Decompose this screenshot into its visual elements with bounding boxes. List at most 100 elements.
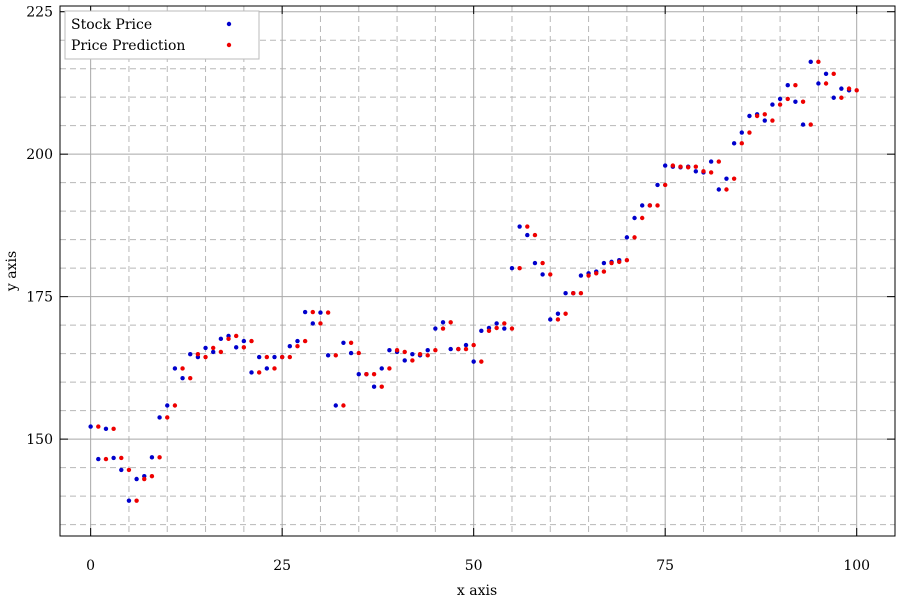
stock-price-point <box>708 159 714 164</box>
price-prediction-point <box>295 344 300 349</box>
price-prediction-point <box>777 102 783 107</box>
stock-price-point <box>739 130 744 135</box>
stock-price-point <box>632 215 637 221</box>
price-prediction-point <box>440 326 446 331</box>
price-prediction-point <box>548 272 553 277</box>
price-prediction-point <box>724 187 729 192</box>
stock-price-point <box>509 265 515 271</box>
stock-price-point <box>831 95 836 100</box>
price-prediction-point <box>716 159 722 164</box>
legend-marker-stock-price <box>226 21 232 27</box>
stock-price-point <box>816 81 821 86</box>
x-tick-label: 100 <box>843 558 870 574</box>
stock-price-point <box>410 352 415 357</box>
price-prediction-point <box>701 169 706 174</box>
price-prediction-point <box>609 260 614 266</box>
price-prediction-point <box>532 232 538 238</box>
price-prediction-point <box>471 342 476 348</box>
stock-price-point <box>555 311 561 316</box>
data-points <box>88 59 859 503</box>
price-prediction-point <box>517 265 522 271</box>
price-prediction-point <box>356 350 361 356</box>
stock-price-point <box>188 352 193 357</box>
stock-price-point <box>379 366 384 371</box>
stock-price-point <box>318 310 323 315</box>
stock-price-point <box>402 358 407 363</box>
stock-price-point <box>256 354 262 360</box>
price-prediction-point <box>264 354 270 360</box>
price-prediction-point <box>142 476 147 482</box>
stock-price-point <box>793 99 798 104</box>
stock-price-point <box>540 272 545 277</box>
price-prediction-point <box>586 273 591 278</box>
price-prediction-point <box>647 203 653 208</box>
price-prediction-point <box>808 122 813 127</box>
price-prediction-point <box>103 456 109 462</box>
price-prediction-point <box>279 354 285 360</box>
price-prediction-point <box>425 353 430 358</box>
stock-price-point <box>624 235 630 240</box>
stock-price-point <box>655 182 660 188</box>
stock-price-point <box>134 476 139 482</box>
stock-price-point <box>800 122 806 127</box>
price-prediction-point <box>479 359 484 364</box>
stock-price-point <box>371 384 377 389</box>
price-prediction-point <box>831 71 836 77</box>
plot-frame <box>59 5 896 537</box>
stock-price-point <box>180 375 185 381</box>
x-axis-label: x axis <box>457 583 497 599</box>
price-prediction-point <box>433 348 438 353</box>
price-prediction-point <box>800 99 806 104</box>
price-prediction-point <box>655 203 660 208</box>
price-prediction-point <box>402 349 407 355</box>
stock-price-point <box>640 203 645 208</box>
stock-price-point <box>88 424 93 429</box>
stock-price-point <box>479 328 484 334</box>
stock-price-point <box>111 455 116 461</box>
legend-label-stock-price: Stock Price <box>71 17 152 33</box>
price-prediction-point <box>708 170 714 175</box>
price-prediction-point <box>693 164 699 169</box>
price-prediction-point <box>594 271 599 276</box>
stock-price-point <box>601 260 607 266</box>
price-prediction-point <box>685 165 691 170</box>
stock-price-point <box>517 224 522 229</box>
price-prediction-point <box>188 375 193 381</box>
stock-price-point <box>211 349 216 355</box>
price-prediction-point <box>563 311 568 316</box>
price-prediction-point <box>371 371 377 377</box>
axis-ticks: 0 25 50 75 100 150 175 200 225 <box>26 5 895 574</box>
stock-price-point <box>287 344 293 349</box>
price-prediction-point <box>203 354 208 360</box>
price-prediction-point <box>394 348 400 353</box>
price-prediction-point <box>762 112 767 117</box>
stock-price-point <box>272 354 277 360</box>
stock-price-point <box>302 309 308 315</box>
price-prediction-point <box>417 352 423 357</box>
legend: Stock Price Price Prediction <box>64 10 260 60</box>
price-prediction-point <box>318 321 323 326</box>
stock-price-point <box>823 71 829 77</box>
price-prediction-point <box>456 346 461 352</box>
price-prediction-point <box>540 260 545 266</box>
stock-price-point <box>548 317 553 322</box>
stock-price-point <box>747 113 752 119</box>
price-prediction-point <box>272 366 277 371</box>
price-prediction-point <box>249 338 254 344</box>
stock-price-point <box>532 260 538 266</box>
stock-price-point <box>662 163 668 168</box>
stock-price-point <box>471 359 476 364</box>
stock-price-point <box>103 426 109 432</box>
price-prediction-point <box>410 358 415 363</box>
stock-price-point <box>341 340 346 346</box>
price-prediction-point <box>839 95 844 100</box>
price-prediction-point <box>218 349 224 355</box>
stock-price-point <box>356 371 361 377</box>
price-prediction-point <box>211 345 216 351</box>
x-tick-label: 50 <box>465 558 483 574</box>
stock-price-point <box>502 326 507 331</box>
price-prediction-point <box>823 81 829 86</box>
price-prediction-point <box>96 424 101 429</box>
price-prediction-point <box>854 88 859 93</box>
stock-price-point <box>203 345 208 351</box>
